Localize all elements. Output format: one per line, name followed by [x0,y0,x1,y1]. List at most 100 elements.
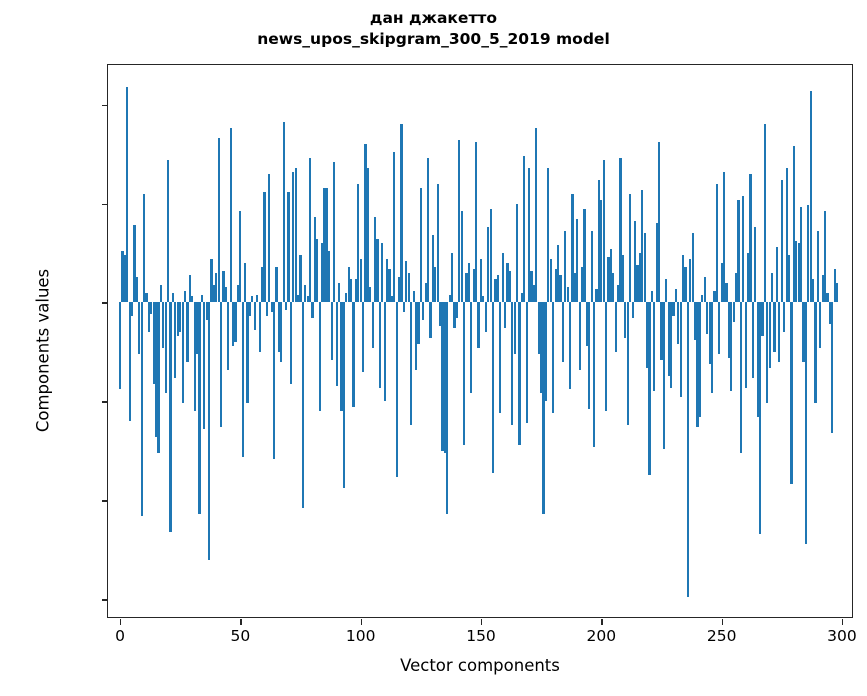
bar [191,296,194,303]
bar [402,302,406,313]
bar [405,260,408,303]
bar [679,302,682,398]
bar [422,302,425,321]
bar [306,296,309,303]
bar [689,258,692,303]
y-tick-mark [102,599,108,601]
bar [737,199,740,303]
bar [342,302,345,489]
bar [304,284,307,303]
bar [181,302,184,404]
bar [727,302,730,358]
bar [313,217,317,303]
bar [614,302,617,352]
bar [674,288,677,303]
bar [260,266,264,303]
bar [602,159,605,303]
bar [412,290,415,303]
bar [130,302,134,317]
bar [123,254,126,303]
bar [532,284,536,303]
x-tick-label: 300 [827,627,857,645]
bar [212,284,215,303]
bar [747,252,750,303]
bar [819,302,822,348]
y-axis-label: Components values [33,268,53,433]
bar [662,302,665,449]
bar [366,167,369,303]
bar [155,302,158,437]
bar [142,193,146,303]
bar [333,161,336,303]
bar [220,302,223,428]
bar [631,302,634,319]
bar [263,191,266,303]
bar [395,302,398,477]
bar [657,142,661,303]
bar [179,302,182,333]
bar [739,302,742,453]
bar [578,302,581,370]
bar [277,302,280,352]
bar [780,179,783,303]
bar [525,302,528,424]
chart-title-line-2: news_upos_skipgram_300_5_2019 model [257,30,610,48]
bar [229,128,232,303]
bar [643,233,646,303]
bar [222,270,225,303]
bar [826,292,829,303]
bar [489,209,492,303]
bar [684,266,687,303]
bar [503,302,507,329]
bar [626,302,629,426]
bar [496,274,499,303]
bar [720,262,723,303]
bar [691,233,694,303]
bar [655,223,658,303]
bar [600,199,603,303]
bar [431,235,434,303]
bar [831,302,834,433]
bar [597,179,600,303]
x-tick-mark [481,619,483,625]
bar [713,290,716,303]
bar [528,167,531,303]
bar [593,302,596,447]
bar [176,302,179,337]
bar [210,258,213,303]
bar [354,278,357,303]
y-tick-mark [102,203,108,205]
bar [292,171,295,303]
bar [309,157,312,303]
bar [135,276,138,303]
bar [638,252,641,303]
y-tick-mark [102,302,108,304]
x-tick-mark [601,619,603,625]
bar [595,288,598,303]
bar [501,252,504,303]
bar [289,302,292,384]
bar [518,302,521,445]
bar [453,302,456,329]
bar [284,302,288,311]
bar [744,302,747,388]
bar [520,292,523,303]
bar [696,302,699,428]
bar [455,302,459,319]
bar [715,183,718,303]
bar [417,302,420,344]
bar [585,302,588,346]
bar [561,302,564,362]
bar [301,302,304,509]
bar [436,183,439,303]
bar [167,159,170,303]
bar [325,187,329,303]
bar [802,302,805,362]
bar [164,302,167,394]
bar [605,302,608,412]
bar [270,302,273,313]
bar [162,302,165,348]
bar [670,302,673,388]
bar [583,209,586,303]
x-tick-mark [120,619,122,625]
